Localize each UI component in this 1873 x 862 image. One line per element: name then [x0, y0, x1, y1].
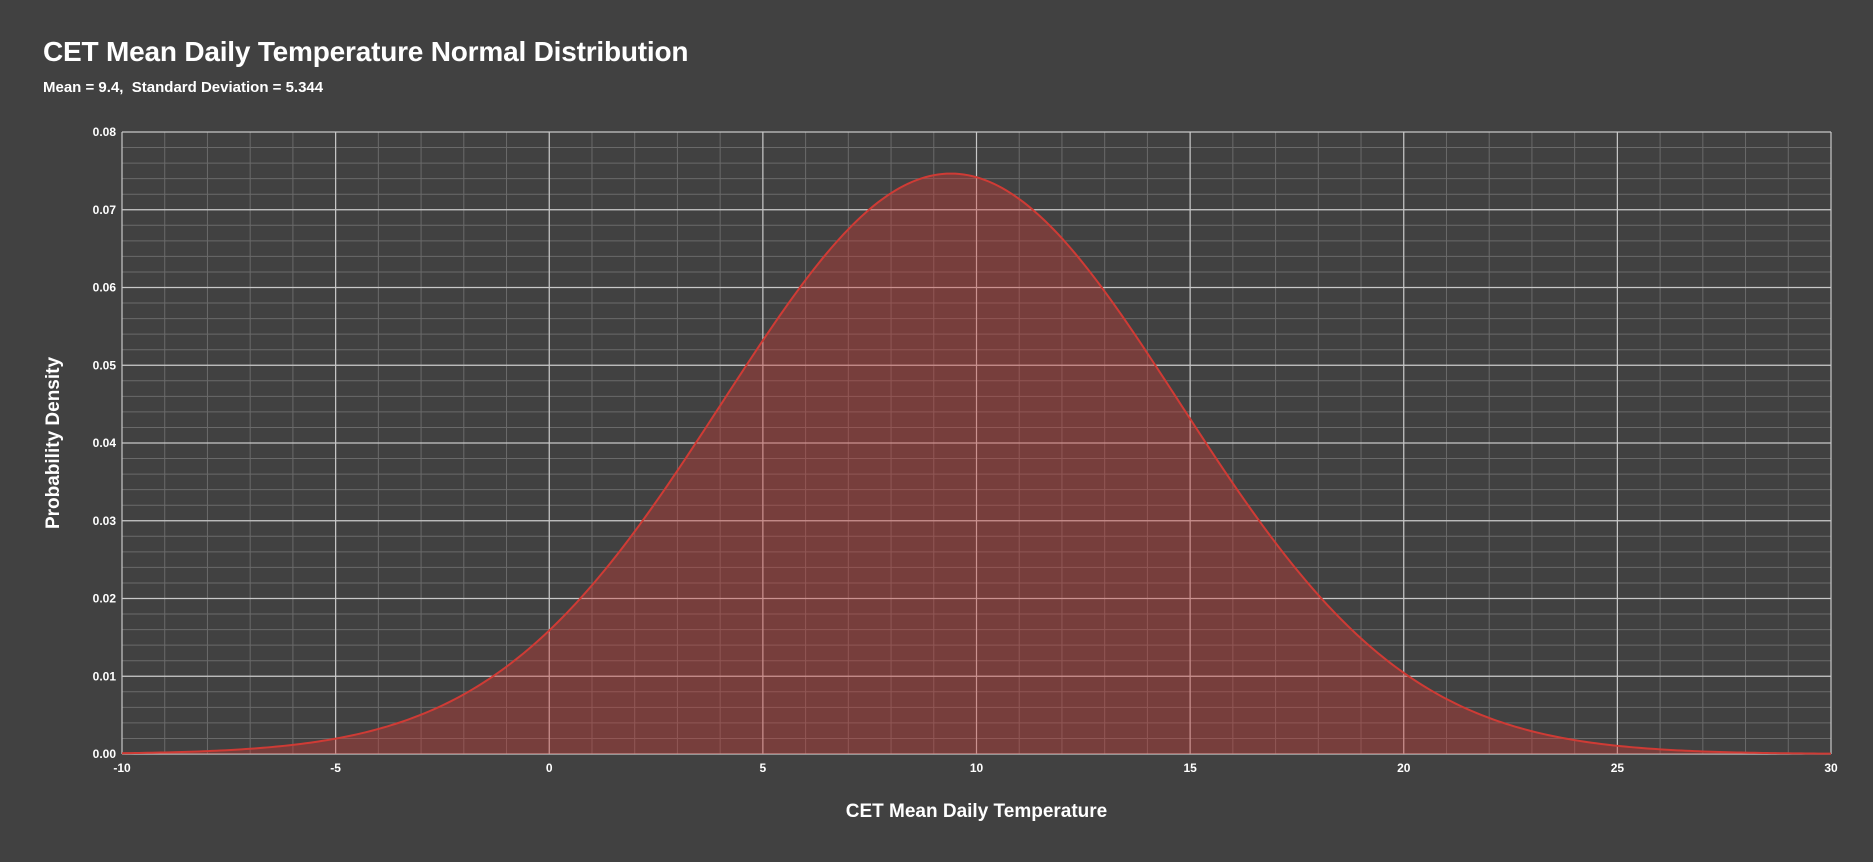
- y-tick-label: 0.05: [93, 358, 117, 372]
- y-tick-label: 0.06: [93, 281, 117, 295]
- y-tick-label: 0.08: [93, 125, 117, 139]
- y-tick-label: 0.02: [93, 592, 117, 606]
- y-axis-title: Probability Density: [43, 357, 64, 530]
- x-tick-label: 25: [1611, 761, 1625, 775]
- density-line: [121, 172, 1832, 755]
- y-tick-label: 0.07: [93, 203, 117, 217]
- x-tick-label: 20: [1397, 761, 1411, 775]
- x-tick-label: -5: [330, 761, 341, 775]
- y-tick-label: 0.01: [93, 669, 117, 683]
- density-area: [122, 173, 1831, 754]
- x-tick-label: 30: [1824, 761, 1838, 775]
- chart-subtitle: Mean = 9.4, Standard Deviation = 5.344: [43, 79, 324, 96]
- y-tick-label: 0.04: [93, 436, 117, 450]
- x-tick-label: 5: [760, 761, 767, 775]
- y-axis-ticks: 0.00 0.01 0.02 0.03 0.04 0.05 0.06 0.07 0.08: [93, 125, 117, 761]
- density-series: [121, 172, 1832, 755]
- x-tick-label: -10: [113, 761, 131, 775]
- y-tick-label: 0.03: [93, 514, 117, 528]
- x-tick-label: 0: [546, 761, 553, 775]
- x-axis-ticks: -10 -5 0 5 10 15 20 25 30: [113, 761, 1838, 775]
- y-tick-label: 0.00: [93, 747, 117, 761]
- x-tick-label: 10: [970, 761, 984, 775]
- chart-title: CET Mean Daily Temperature Normal Distri…: [43, 36, 689, 67]
- x-axis-title: CET Mean Daily Temperature: [846, 801, 1108, 822]
- major-grid: [121, 131, 1832, 755]
- x-tick-label: 15: [1183, 761, 1197, 775]
